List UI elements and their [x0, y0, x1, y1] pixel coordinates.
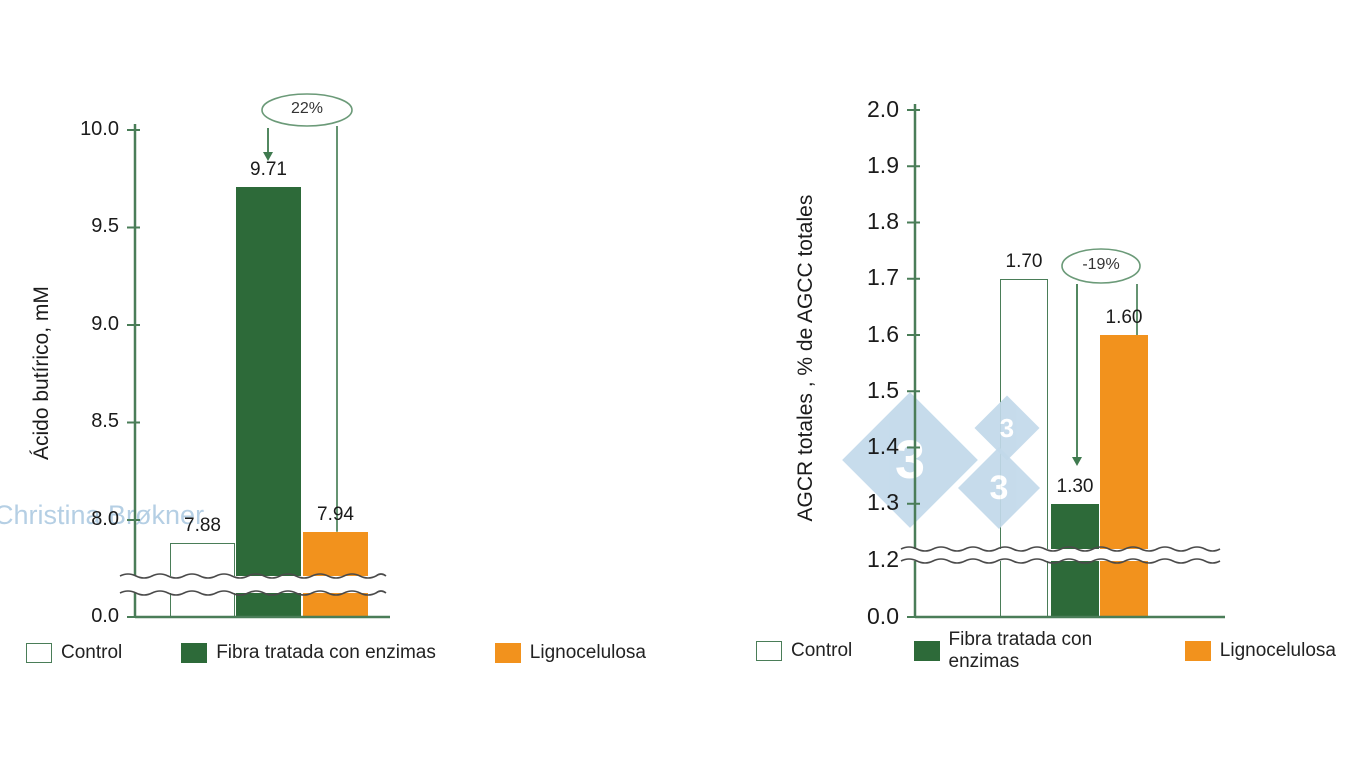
y-tick-label: 10.0 [80, 117, 119, 140]
legend-label: Fibra tratada con enzimas [216, 642, 436, 663]
y-tick-label: 9.0 [91, 312, 119, 335]
watermark-author: Christina Brøkner [0, 500, 205, 530]
lignocellulose-bar [1100, 335, 1148, 617]
legend: Control Fibra tratada con enzimas Lignocel… [756, 629, 1336, 673]
enzyme-bar [1051, 503, 1099, 617]
legend: Control Fibra tratada con enzimas Lignocel… [26, 642, 646, 664]
bar-value-label: 9.71 [250, 158, 287, 180]
y-tick-label: 9.5 [91, 215, 119, 238]
bar-value-label: 7.94 [317, 503, 354, 525]
legend-item: Fibra tratada con enzimas [181, 642, 436, 664]
watermark-digit: 3 [999, 412, 1015, 443]
legend-item: Lignocelulosa [494, 642, 646, 664]
y-tick-label: 2.0 [867, 95, 899, 122]
bar-value-label: 1.30 [1056, 475, 1094, 497]
y-tick-label-zero: 0.0 [867, 602, 899, 629]
y-tick-label-zero: 0.0 [91, 604, 119, 627]
y-tick-label: 1.3 [867, 489, 899, 516]
legend-label: Control [61, 642, 123, 663]
y-tick-label: 1.4 [867, 433, 899, 460]
enzyme-swatch [181, 643, 208, 663]
y-tick-label: 1.5 [867, 376, 899, 403]
control-swatch [756, 641, 782, 661]
bar-value-label: 1.60 [1105, 307, 1143, 328]
legend-label: Fibra tratada con enzimas [948, 629, 1093, 672]
watermark-digit: 3 [989, 468, 1009, 507]
legend-label: Lignocelulosa [1219, 640, 1336, 661]
bar-value-label: 7.88 [184, 515, 221, 537]
y-axis-title: AGCR totales , % de AGCC totales [793, 194, 817, 522]
legend-item: Lignocelulosa [1184, 640, 1336, 662]
y-tick-label: 1.8 [867, 208, 899, 235]
annotation-arrowhead [1072, 457, 1082, 466]
annotation-percent: -19% [1082, 256, 1120, 274]
y-tick-label: 8.0 [91, 507, 119, 530]
bar-value-label: 1.70 [1005, 250, 1043, 272]
legend-item: Fibra tratada con enzimas [913, 629, 1124, 673]
y-tick-label: 1.2 [867, 545, 899, 572]
legend-label: Lignocelulosa [529, 642, 646, 663]
y-tick-label: 1.7 [867, 264, 899, 291]
legend-label: Control [791, 640, 853, 661]
control-swatch [26, 643, 52, 663]
y-tick-label: 1.9 [867, 151, 899, 178]
legend-item: Control [756, 640, 852, 662]
legend-item: Control [26, 642, 122, 664]
control-bar [170, 543, 235, 617]
y-axis-title: Ácido butírico, mM [29, 286, 53, 461]
enzyme-swatch [913, 641, 940, 661]
watermark-digit: 3 [894, 429, 926, 490]
lignocellulose-swatch [494, 643, 521, 663]
annotation-percent: 22% [290, 100, 324, 118]
y-tick-label: 1.6 [867, 320, 899, 347]
lignocellulose-swatch [1184, 641, 1211, 661]
lignocellulose-bar [303, 531, 368, 617]
y-tick-label: 8.5 [91, 410, 119, 433]
enzyme-bar [236, 186, 301, 617]
